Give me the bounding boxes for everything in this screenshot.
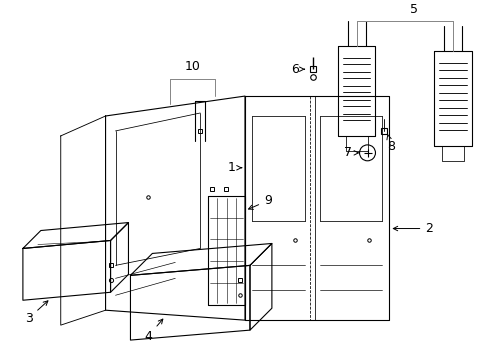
Text: 8: 8 <box>386 135 395 153</box>
Text: 4: 4 <box>144 319 163 343</box>
Text: 7: 7 <box>343 146 358 159</box>
Text: 6: 6 <box>290 63 304 76</box>
Text: 10: 10 <box>184 60 200 73</box>
Text: 3: 3 <box>25 301 48 325</box>
Text: 1: 1 <box>227 161 241 174</box>
Text: 9: 9 <box>248 194 271 209</box>
Text: 5: 5 <box>409 3 417 17</box>
Text: 2: 2 <box>392 222 432 235</box>
